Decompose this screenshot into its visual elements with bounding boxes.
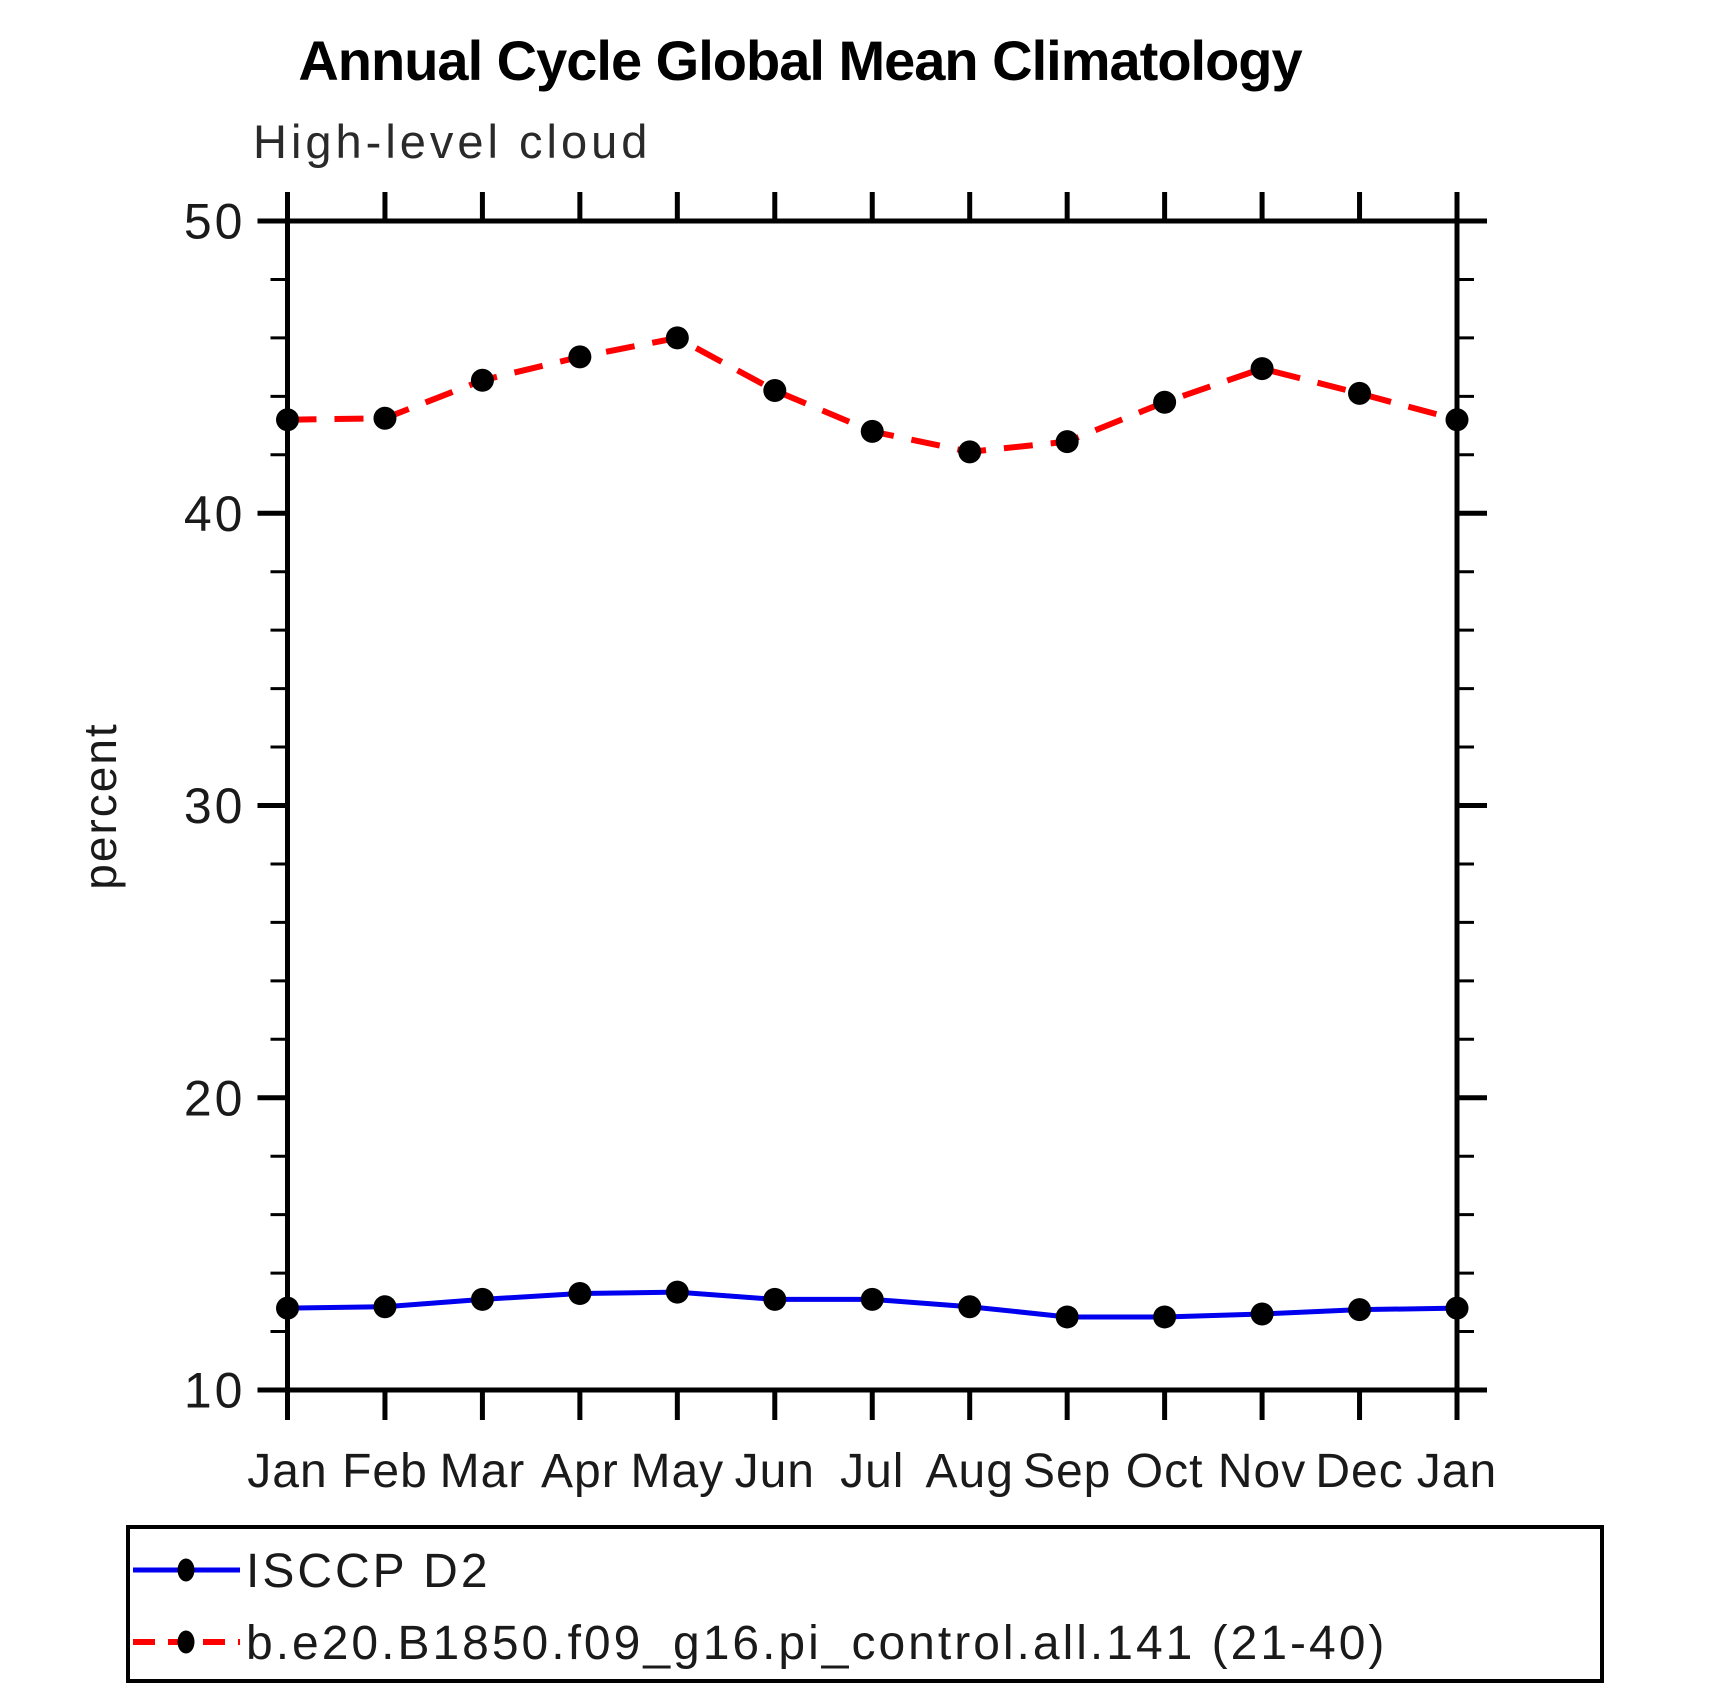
legend-label-isccp-d2: ISCCP D2 — [246, 1545, 491, 1598]
data-point — [860, 419, 884, 443]
x-tick-label: Jun — [735, 1445, 815, 1498]
data-point — [665, 1280, 689, 1304]
data-point — [276, 1296, 299, 1320]
legend-label-model-run: b.e20.B1850.f09_g16.pi_control.all.141 (… — [246, 1617, 1387, 1670]
x-tick-label: Aug — [926, 1445, 1014, 1498]
data-point — [1445, 1296, 1469, 1320]
y-axis-title: percent — [74, 722, 126, 889]
legend-sample-marker-1 — [177, 1630, 195, 1654]
y-tick-label: 50 — [184, 194, 246, 250]
data-point — [1153, 1305, 1177, 1329]
x-tick-label: Oct — [1126, 1445, 1204, 1498]
data-point — [373, 1295, 397, 1319]
data-point — [470, 368, 494, 392]
data-point — [470, 1287, 494, 1311]
x-tick-label: Feb — [342, 1445, 428, 1498]
chart-title: Annual Cycle Global Mean Climatology — [298, 29, 1302, 92]
data-point — [1153, 390, 1177, 414]
data-point — [1348, 381, 1372, 405]
x-tick-label: Jan — [247, 1445, 327, 1498]
data-point — [763, 379, 787, 403]
data-point — [1250, 357, 1274, 381]
x-tick-label: May — [630, 1445, 724, 1498]
data-point — [763, 1287, 787, 1311]
x-tick-label: Dec — [1315, 1445, 1403, 1498]
data-point — [958, 1295, 982, 1319]
data-point — [1445, 408, 1469, 432]
legend: ISCCP D2 b.e20.B1850.f09_g16.pi_control.… — [126, 1525, 1604, 1683]
data-point — [568, 345, 592, 369]
x-tick-label: Mar — [440, 1445, 526, 1498]
legend-sample-marker-0 — [177, 1558, 195, 1582]
y-tick-label: 40 — [184, 486, 246, 542]
data-point — [276, 408, 299, 432]
legend-samples — [133, 1558, 240, 1654]
x-tick-label: Sep — [1023, 1445, 1111, 1498]
data-point — [1348, 1298, 1372, 1322]
x-tick-label: Jul — [840, 1445, 904, 1498]
x-tick-label: Apr — [541, 1445, 619, 1498]
data-point — [860, 1287, 884, 1311]
data-point — [568, 1282, 592, 1306]
data-point — [665, 326, 689, 350]
y-tick-label: 20 — [184, 1070, 246, 1126]
data-point — [1055, 430, 1079, 454]
y-tick-label: 10 — [184, 1363, 246, 1419]
legend-box — [126, 1525, 1604, 1683]
plot-frame — [285, 218, 1460, 1393]
series-layer — [276, 326, 1469, 1329]
data-point — [958, 440, 982, 464]
data-point — [1250, 1302, 1274, 1326]
data-point — [1055, 1305, 1079, 1329]
data-point — [373, 406, 397, 430]
x-tick-label: Nov — [1218, 1445, 1306, 1498]
y-tick-label: 30 — [184, 778, 246, 834]
chart-subtitle: High-level cloud — [253, 115, 652, 168]
x-tick-label: Jan — [1417, 1445, 1497, 1498]
axes: 10 20 30 40 50 Jan Feb Mar Apr May Jun Jul Aug Sep Oct… — [184, 192, 1497, 1498]
